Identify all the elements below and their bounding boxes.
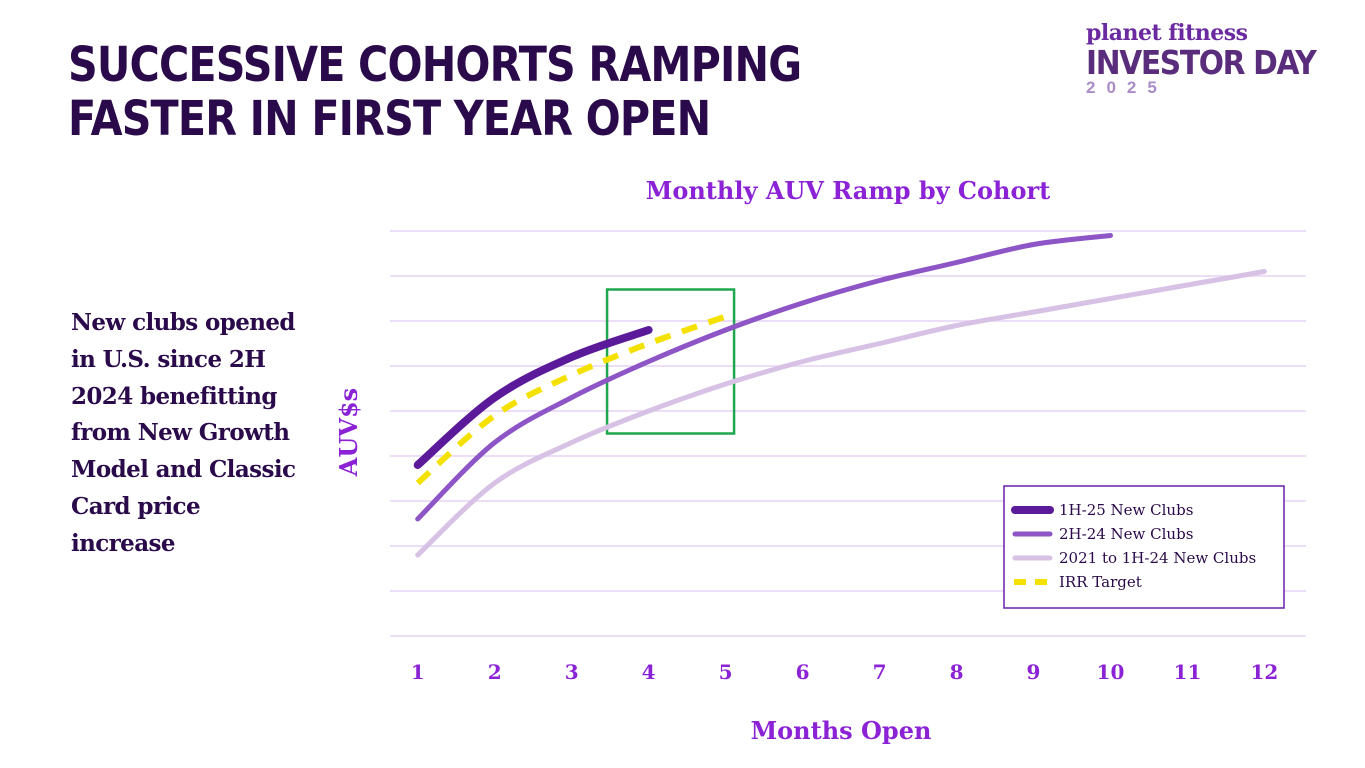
series-line-2 xyxy=(415,269,1267,558)
x-tick-label: 8 xyxy=(950,660,964,684)
chart-series-group xyxy=(413,233,1267,558)
x-tick-label: 10 xyxy=(1097,660,1125,684)
legend-label: IRR Target xyxy=(1059,573,1142,591)
x-tick-label: 9 xyxy=(1027,660,1041,684)
series-line-1 xyxy=(415,233,1113,522)
x-tick-label: 4 xyxy=(642,660,656,684)
x-tick-label: 7 xyxy=(873,660,887,684)
series-line-3 xyxy=(415,313,727,486)
slide-title-line-1: SUCCESSIVE COHORTS RAMPING xyxy=(68,37,802,93)
x-tick-label: 5 xyxy=(719,660,733,684)
highlight-box-group xyxy=(605,288,736,435)
series-line-0 xyxy=(413,326,653,469)
x-tick-label: 12 xyxy=(1251,660,1279,684)
highlight-box xyxy=(605,288,736,435)
brand-logo: planet fitness INVESTOR DAY 2025 xyxy=(1086,20,1356,98)
brand-year: 2025 xyxy=(1086,78,1168,97)
brand-name: planet fitness xyxy=(1086,20,1248,46)
legend-label: 1H-25 New Clubs xyxy=(1059,501,1193,519)
x-tick-label: 2 xyxy=(488,660,502,684)
x-tick-labels: 1 2 3 4 5 6 7 8 9 10 11 12 xyxy=(411,660,1279,684)
brand-event: INVESTOR DAY xyxy=(1086,43,1317,82)
x-axis-label: Months Open xyxy=(751,716,932,745)
chart-legend: 1H-25 New Clubs 2H-24 New Clubs 2021 to 1H… xyxy=(1003,485,1285,609)
x-tick-label: 11 xyxy=(1174,660,1202,684)
y-axis-label: AUV$s xyxy=(334,388,363,477)
x-tick-label: 1 xyxy=(411,660,425,684)
chart-title: Monthly AUV Ramp by Cohort xyxy=(646,176,1050,205)
legend-label: 2H-24 New Clubs xyxy=(1059,525,1193,543)
slide-title: SUCCESSIVE COHORTS RAMPING FASTER IN FIR… xyxy=(68,38,808,146)
x-tick-label: 3 xyxy=(565,660,579,684)
x-tick-label: 6 xyxy=(796,660,810,684)
slide-title-line-2: FASTER IN FIRST YEAR OPEN xyxy=(68,91,711,147)
side-note: New clubs opened in U.S. since 2H 2024 b… xyxy=(71,309,296,557)
legend-label: 2021 to 1H-24 New Clubs xyxy=(1059,549,1256,567)
